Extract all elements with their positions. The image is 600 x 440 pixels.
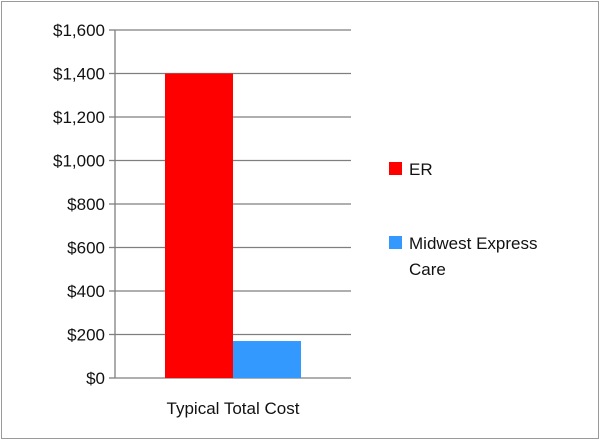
bar-midwest-express-care xyxy=(233,341,301,378)
y-tick-label: $600 xyxy=(67,239,105,258)
y-tick-label: $0 xyxy=(86,369,105,388)
legend-label: ER xyxy=(409,160,433,179)
y-tick-label: $1,400 xyxy=(53,65,105,84)
y-tick-labels: $0 $200 $400 $600 $800 $1,000 $1,200 $1,400 $1,6… xyxy=(53,21,105,388)
bars xyxy=(165,73,301,378)
y-tick-label: $200 xyxy=(67,326,105,345)
legend-swatch xyxy=(389,162,402,175)
x-tick-labels: Typical Total Cost xyxy=(167,399,300,418)
legend-item-midwest-express-care: Midwest Express Care xyxy=(389,234,537,279)
axes xyxy=(109,29,351,379)
legend-item-er: ER xyxy=(389,160,433,179)
legend-label: Midwest Express Care xyxy=(409,234,537,279)
y-tick-label: $1,000 xyxy=(53,152,105,171)
x-tick-label: Typical Total Cost xyxy=(167,399,300,418)
y-tick-label: $800 xyxy=(67,195,105,214)
y-tick-label: $400 xyxy=(67,282,105,301)
y-tick-label: $1,200 xyxy=(53,108,105,127)
bar-er xyxy=(165,73,233,378)
legend-swatch xyxy=(389,236,402,249)
y-tick-label: $1,600 xyxy=(53,21,105,40)
legend: ER Midwest Express Care xyxy=(389,160,537,279)
